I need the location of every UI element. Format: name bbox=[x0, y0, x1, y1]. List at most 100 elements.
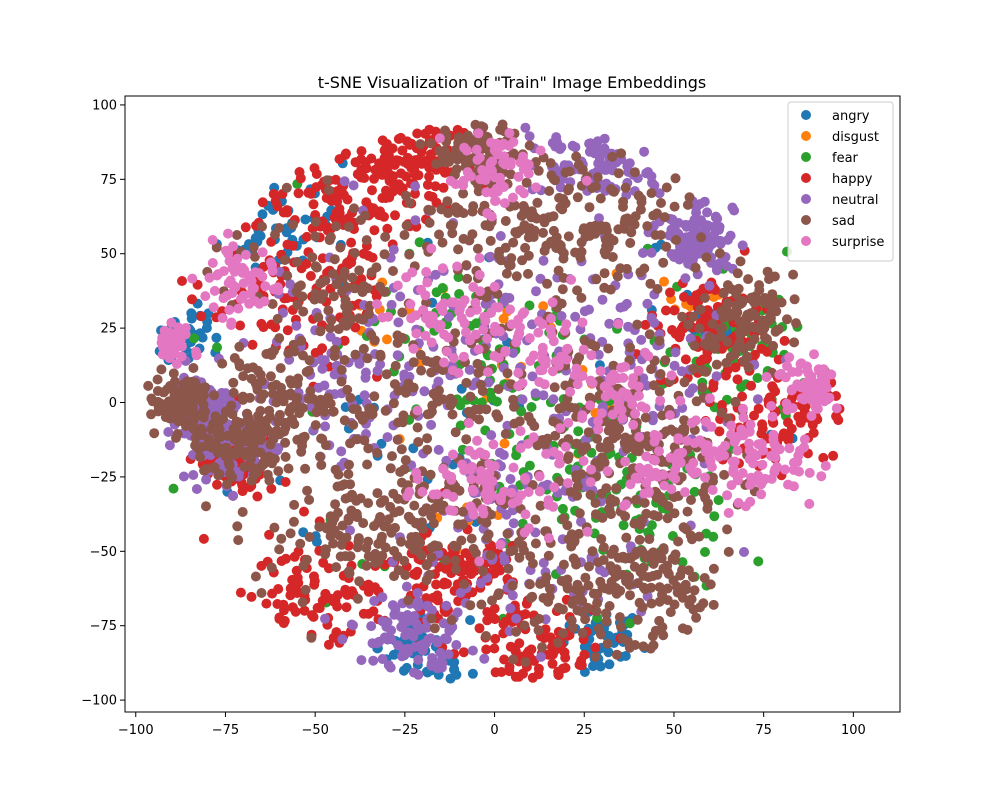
point-surprise bbox=[474, 556, 485, 567]
point-surprise bbox=[504, 128, 515, 139]
point-neutral bbox=[372, 638, 383, 649]
point-neutral bbox=[714, 224, 724, 235]
point-neutral bbox=[638, 373, 649, 384]
point-surprise bbox=[784, 352, 795, 363]
point-sad bbox=[349, 248, 360, 258]
point-sad bbox=[648, 210, 659, 221]
point-sad bbox=[658, 257, 669, 268]
point-sad bbox=[544, 186, 555, 196]
point-sad bbox=[335, 551, 346, 562]
point-happy bbox=[514, 638, 525, 649]
point-sad bbox=[524, 140, 535, 151]
point-sad bbox=[695, 304, 706, 315]
point-happy bbox=[730, 362, 741, 373]
point-sad bbox=[548, 211, 559, 222]
point-sad bbox=[612, 271, 623, 282]
point-sad bbox=[629, 167, 640, 178]
point-surprise bbox=[435, 320, 446, 330]
point-sad bbox=[730, 396, 741, 407]
point-surprise bbox=[233, 262, 244, 273]
point-sad bbox=[454, 485, 465, 496]
point-happy bbox=[246, 591, 257, 602]
point-sad bbox=[358, 343, 369, 354]
point-sad bbox=[625, 590, 635, 601]
point-sad bbox=[682, 199, 693, 210]
point-surprise bbox=[789, 457, 799, 468]
point-happy bbox=[384, 192, 395, 203]
point-neutral bbox=[339, 176, 350, 187]
point-disgust bbox=[499, 438, 510, 449]
point-sad bbox=[698, 598, 709, 609]
point-sad bbox=[623, 434, 634, 445]
point-sad bbox=[322, 175, 333, 186]
point-neutral bbox=[320, 421, 331, 432]
point-sad bbox=[714, 248, 725, 259]
point-sad bbox=[418, 506, 429, 517]
point-fear bbox=[709, 511, 720, 522]
point-surprise bbox=[207, 258, 218, 268]
point-sad bbox=[590, 652, 601, 662]
point-sad bbox=[251, 467, 262, 478]
point-surprise bbox=[411, 310, 421, 321]
point-surprise bbox=[546, 313, 556, 324]
point-sad bbox=[747, 322, 758, 332]
point-sad bbox=[518, 208, 529, 219]
point-surprise bbox=[614, 395, 624, 406]
point-surprise bbox=[788, 481, 799, 492]
point-surprise bbox=[627, 379, 638, 390]
point-sad bbox=[404, 249, 415, 260]
point-happy bbox=[309, 163, 320, 174]
point-sad bbox=[390, 522, 400, 533]
point-happy bbox=[177, 276, 187, 286]
point-sad bbox=[267, 428, 278, 439]
point-neutral bbox=[413, 669, 424, 680]
point-sad bbox=[255, 447, 266, 458]
point-sad bbox=[557, 284, 568, 295]
point-sad bbox=[743, 274, 754, 285]
point-happy bbox=[307, 610, 317, 621]
point-happy bbox=[301, 258, 312, 269]
point-sad bbox=[311, 407, 322, 418]
point-angry bbox=[603, 647, 614, 658]
point-sad bbox=[769, 271, 780, 282]
point-happy bbox=[391, 155, 402, 166]
point-neutral bbox=[669, 223, 680, 234]
point-surprise bbox=[421, 267, 432, 277]
point-neutral bbox=[694, 216, 704, 227]
point-happy bbox=[339, 335, 350, 346]
point-surprise bbox=[691, 467, 702, 478]
point-sad bbox=[171, 432, 181, 443]
point-surprise bbox=[228, 241, 239, 252]
point-surprise bbox=[595, 366, 606, 377]
point-sad bbox=[161, 408, 172, 418]
point-sad bbox=[605, 561, 616, 572]
point-surprise bbox=[245, 272, 256, 282]
point-sad bbox=[564, 166, 575, 177]
point-happy bbox=[301, 231, 312, 242]
point-happy bbox=[773, 354, 784, 365]
point-happy bbox=[539, 633, 550, 644]
point-sad bbox=[617, 633, 628, 644]
point-neutral bbox=[320, 613, 330, 624]
point-sad bbox=[411, 534, 422, 545]
point-sad bbox=[275, 363, 286, 374]
point-surprise bbox=[613, 319, 624, 329]
point-sad bbox=[192, 428, 203, 439]
point-sad bbox=[323, 305, 334, 316]
point-sad bbox=[426, 367, 437, 378]
point-sad bbox=[458, 506, 469, 517]
point-sad bbox=[639, 497, 650, 508]
point-surprise bbox=[452, 261, 463, 272]
point-surprise bbox=[401, 272, 412, 283]
point-surprise bbox=[756, 489, 767, 500]
point-sad bbox=[379, 287, 390, 297]
y-tick-label: 50 bbox=[100, 247, 117, 262]
point-neutral bbox=[164, 440, 175, 451]
point-sad bbox=[599, 268, 610, 279]
point-surprise bbox=[174, 331, 185, 342]
point-happy bbox=[237, 480, 248, 491]
point-sad bbox=[190, 440, 201, 451]
point-sad bbox=[425, 469, 436, 480]
point-sad bbox=[422, 559, 433, 569]
point-sad bbox=[481, 404, 492, 415]
